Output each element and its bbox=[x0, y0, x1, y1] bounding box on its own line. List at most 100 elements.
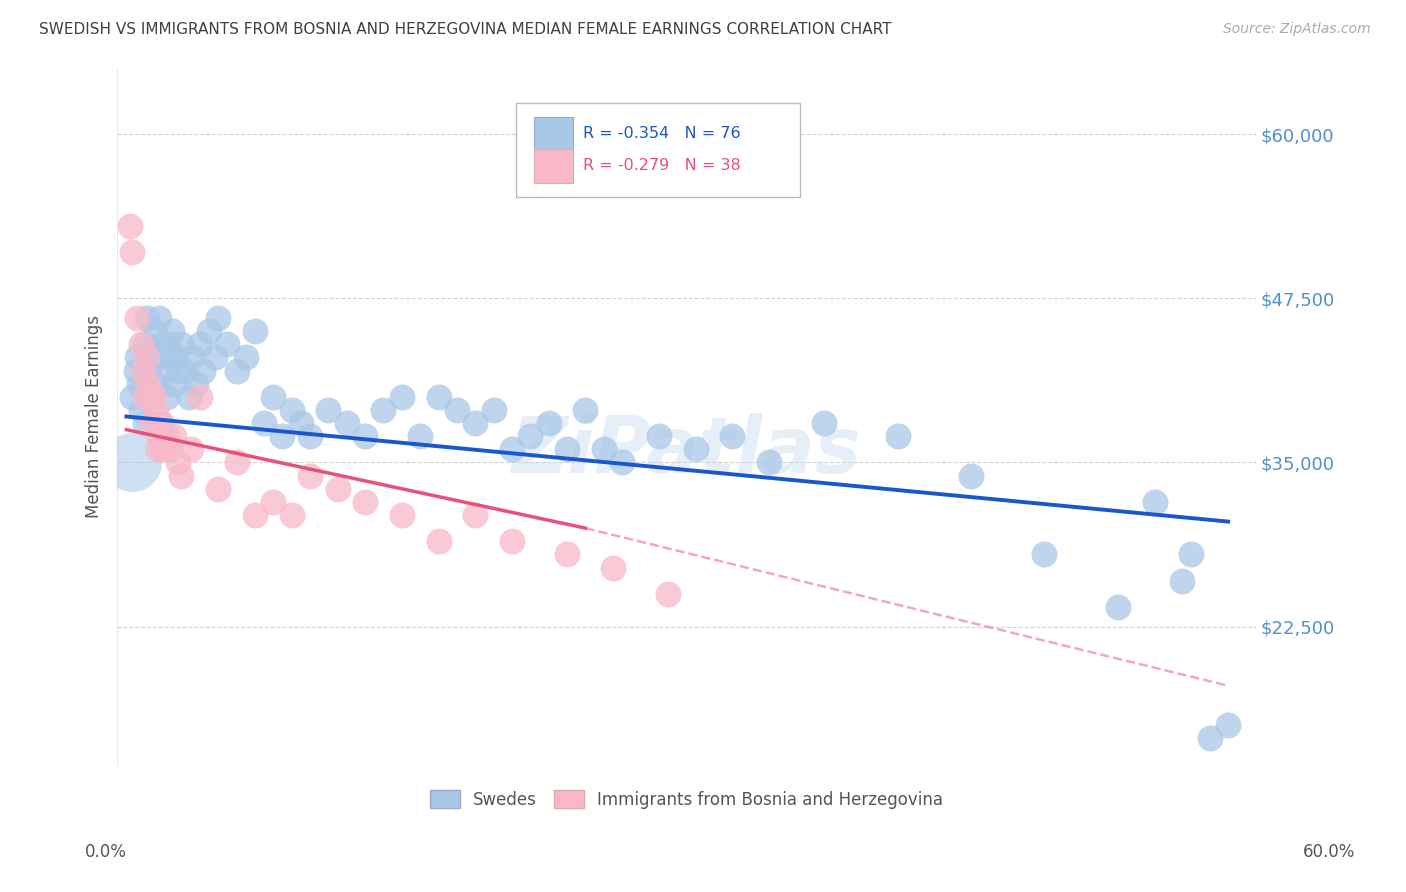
Point bbox=[135, 351, 157, 365]
Point bbox=[157, 337, 180, 351]
Point bbox=[354, 429, 377, 443]
Point bbox=[142, 324, 165, 338]
Point bbox=[150, 416, 173, 430]
Point bbox=[721, 429, 744, 443]
Point bbox=[156, 390, 179, 404]
Text: ZiPatlas: ZiPatlas bbox=[512, 413, 862, 490]
Point bbox=[156, 429, 179, 443]
Point bbox=[1033, 548, 1056, 562]
Text: R = -0.279   N = 38: R = -0.279 N = 38 bbox=[583, 159, 741, 173]
Point bbox=[134, 390, 156, 404]
Point bbox=[574, 403, 596, 417]
Point bbox=[217, 337, 239, 351]
Point bbox=[409, 429, 432, 443]
Point bbox=[592, 442, 614, 457]
Point bbox=[482, 403, 505, 417]
Point bbox=[318, 403, 340, 417]
Point bbox=[127, 351, 149, 365]
Point bbox=[166, 455, 188, 469]
Point bbox=[657, 587, 679, 601]
Point bbox=[138, 363, 160, 377]
Legend: Swedes, Immigrants from Bosnia and Herzegovina: Swedes, Immigrants from Bosnia and Herze… bbox=[423, 783, 949, 815]
Point bbox=[464, 508, 486, 522]
Point bbox=[198, 324, 221, 338]
Point bbox=[602, 560, 624, 574]
Point bbox=[163, 376, 186, 391]
Point bbox=[152, 337, 174, 351]
Point bbox=[166, 363, 188, 377]
Point bbox=[298, 468, 321, 483]
Point bbox=[298, 429, 321, 443]
Point bbox=[129, 337, 152, 351]
Point bbox=[165, 351, 187, 365]
Point bbox=[159, 442, 181, 457]
Point bbox=[758, 455, 780, 469]
Point bbox=[139, 351, 162, 365]
Point bbox=[225, 363, 247, 377]
Point bbox=[537, 416, 560, 430]
Point bbox=[135, 311, 157, 326]
Point bbox=[555, 548, 578, 562]
Point bbox=[170, 468, 193, 483]
Point bbox=[813, 416, 835, 430]
Point bbox=[243, 508, 266, 522]
Point bbox=[1143, 495, 1166, 509]
Point bbox=[253, 416, 276, 430]
Point bbox=[391, 508, 413, 522]
Point bbox=[1180, 548, 1202, 562]
Point bbox=[1107, 599, 1129, 614]
Point bbox=[427, 390, 450, 404]
Point bbox=[138, 376, 160, 391]
Point bbox=[960, 468, 983, 483]
Point bbox=[1216, 718, 1239, 732]
Point bbox=[188, 337, 211, 351]
Point bbox=[142, 390, 165, 404]
Text: 0.0%: 0.0% bbox=[84, 843, 127, 861]
Point bbox=[134, 416, 156, 430]
Point bbox=[271, 429, 294, 443]
Point bbox=[129, 403, 152, 417]
Point bbox=[139, 390, 162, 404]
FancyBboxPatch shape bbox=[534, 117, 572, 150]
Text: R = -0.354   N = 76: R = -0.354 N = 76 bbox=[583, 126, 741, 141]
Point bbox=[180, 442, 202, 457]
Text: Source: ZipAtlas.com: Source: ZipAtlas.com bbox=[1223, 22, 1371, 37]
Point bbox=[146, 351, 169, 365]
Point bbox=[446, 403, 468, 417]
Point bbox=[501, 442, 523, 457]
Point bbox=[148, 311, 170, 326]
Point bbox=[159, 351, 181, 365]
Point bbox=[207, 482, 229, 496]
Point bbox=[262, 390, 284, 404]
Point bbox=[181, 351, 204, 365]
Point bbox=[132, 363, 155, 377]
Y-axis label: Median Female Earnings: Median Female Earnings bbox=[86, 315, 103, 518]
Point bbox=[128, 376, 150, 391]
Point bbox=[391, 390, 413, 404]
Point bbox=[148, 429, 170, 443]
Point bbox=[145, 403, 167, 417]
Point bbox=[326, 482, 349, 496]
Point bbox=[1171, 574, 1194, 588]
Point bbox=[145, 376, 167, 391]
Point bbox=[146, 442, 169, 457]
Point bbox=[464, 416, 486, 430]
Point bbox=[121, 390, 143, 404]
Point bbox=[336, 416, 359, 430]
Point bbox=[121, 455, 143, 469]
Point bbox=[280, 403, 302, 417]
Point bbox=[153, 363, 176, 377]
Point bbox=[648, 429, 671, 443]
Point bbox=[186, 376, 208, 391]
Point bbox=[207, 311, 229, 326]
FancyBboxPatch shape bbox=[516, 103, 800, 197]
Point bbox=[373, 403, 395, 417]
Text: SWEDISH VS IMMIGRANTS FROM BOSNIA AND HERZEGOVINA MEDIAN FEMALE EARNINGS CORRELA: SWEDISH VS IMMIGRANTS FROM BOSNIA AND HE… bbox=[39, 22, 891, 37]
Point bbox=[225, 455, 247, 469]
Point bbox=[501, 534, 523, 549]
FancyBboxPatch shape bbox=[534, 149, 572, 183]
Point bbox=[193, 363, 215, 377]
Point bbox=[118, 219, 141, 233]
Point bbox=[152, 442, 174, 457]
Point bbox=[134, 337, 156, 351]
